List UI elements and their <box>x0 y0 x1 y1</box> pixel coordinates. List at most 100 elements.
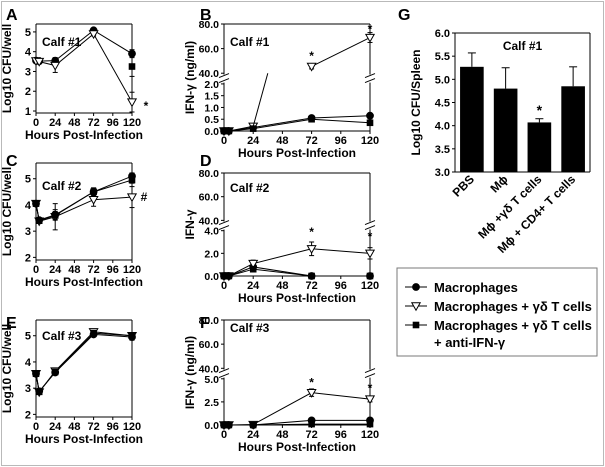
y-tick-label: 3 <box>25 383 31 395</box>
series-line-connector <box>252 73 269 127</box>
panel-d: 0 24 48 72 96 120 0.0 2.0 4.040.0 60.0 80.0 * * Calf … <box>183 153 379 305</box>
y-tick-label: 0.0 <box>204 271 219 283</box>
data-point <box>128 176 136 184</box>
y-axis-label: Log10 CFU/well <box>0 24 14 113</box>
data-point <box>51 368 59 376</box>
significance-mark: * <box>309 49 314 63</box>
axis-break-mask <box>365 221 375 230</box>
y-tick-label: 3.5 <box>435 144 450 156</box>
legend-box <box>396 267 598 357</box>
x-tick-label: 72 <box>87 421 99 433</box>
x-axis-label: Hours Post-Infection <box>25 128 143 142</box>
axis-break <box>218 368 230 374</box>
y-axis-label: IFN-γ (ng/ml) <box>183 41 197 114</box>
y-tick-label: 4.0 <box>204 226 219 238</box>
y-tick-label: 2.5 <box>204 397 219 409</box>
series-anti <box>220 265 374 280</box>
data-point <box>128 49 136 58</box>
panel-letter: G <box>398 7 410 24</box>
x-tick-label: 72 <box>87 264 99 276</box>
data-point <box>35 217 43 224</box>
y-tick-label: 4 <box>25 200 32 212</box>
series-line <box>224 248 371 277</box>
x-tick-label: 120 <box>123 421 141 433</box>
x-tick-label: 48 <box>276 280 288 292</box>
y-tick-label: 2.0 <box>204 79 219 91</box>
y-tick-label: 40.0 <box>199 215 220 227</box>
x-tick-label: 96 <box>335 280 347 292</box>
y-tick-label: 1.0 <box>204 102 219 114</box>
y-tick-label: 2 <box>25 252 31 264</box>
data-point <box>220 127 228 135</box>
y-tick-label: 4.5 <box>435 98 450 110</box>
axis-break-mask <box>219 221 229 230</box>
data-point <box>306 245 317 255</box>
axis-break <box>218 78 230 84</box>
y-tick-label: 5 <box>25 331 31 343</box>
data-point <box>32 200 40 207</box>
data-point <box>51 212 59 219</box>
significance-mark: # <box>141 190 148 204</box>
y-tick-label: 0.0 <box>204 420 219 432</box>
data-point <box>306 388 317 398</box>
data-point <box>220 421 228 429</box>
series-anti <box>220 420 374 429</box>
legend-label: Macrophages <box>434 280 518 295</box>
panel-letter: B <box>200 7 212 24</box>
x-tick-label: 120 <box>361 429 379 441</box>
category-label: Mϕ <box>487 172 510 195</box>
legend-label-line2: + anti-IFN-γ <box>434 335 506 350</box>
bar <box>561 86 585 172</box>
series-gd <box>30 186 138 231</box>
data-point <box>249 125 257 132</box>
data-point <box>366 119 374 127</box>
y-tick-label: 2 <box>25 86 31 98</box>
x-tick-label: 24 <box>49 117 62 129</box>
y-tick-label: 40.0 <box>199 68 220 80</box>
significance-mark: * <box>144 99 149 113</box>
significance-mark: * <box>309 375 314 389</box>
legend-marker <box>412 283 420 291</box>
axis-break <box>218 373 230 379</box>
bar <box>527 122 552 172</box>
data-point <box>366 111 374 120</box>
y-tick-label: 60.0 <box>199 339 220 351</box>
data-point <box>306 62 317 72</box>
panel-letter: E <box>6 315 17 332</box>
data-point <box>126 193 138 203</box>
x-tick-label: 48 <box>276 429 288 441</box>
significance-mark: * <box>368 381 373 395</box>
series-line <box>224 118 371 132</box>
x-axis-label: Hours Post-Infection <box>25 275 143 289</box>
x-tick-label: 72 <box>87 117 99 129</box>
calf-annotation: Calf #2 <box>230 181 270 195</box>
axis-break-mask <box>219 369 229 378</box>
y-tick-label: 5.5 <box>435 51 450 63</box>
data-point <box>88 196 99 205</box>
x-tick-label: 72 <box>305 280 317 292</box>
panel-e: 0 24 48 72 96 120 2 3 4 5 Calf #3 E Hours Post-Infec… <box>0 315 143 446</box>
x-tick-label: 0 <box>33 421 39 433</box>
calf-annotation: Calf #3 <box>230 321 270 335</box>
series-line <box>35 196 133 222</box>
series-anti <box>32 329 136 396</box>
y-tick-label: 40.0 <box>199 363 220 375</box>
x-tick-label: 24 <box>247 280 260 292</box>
y-tick-label: 80.0 <box>199 168 220 180</box>
data-point <box>128 332 136 340</box>
y-tick-label: 5.0 <box>435 74 450 86</box>
y-tick-label: 1 <box>25 106 31 118</box>
x-tick-label: 120 <box>123 264 141 276</box>
x-tick-label: 0 <box>221 429 227 441</box>
y-tick-label: 2.0 <box>204 248 219 260</box>
x-axis-label: Hours Post-Infection <box>238 440 356 454</box>
x-tick-label: 0 <box>33 117 39 129</box>
calf-annotation: Calf #1 <box>230 35 270 49</box>
y-tick-label: 6.0 <box>435 28 450 40</box>
series-anti <box>220 115 374 135</box>
y-tick-label: 5 <box>25 174 31 186</box>
axis-break <box>218 73 230 79</box>
y-tick-label: 60.0 <box>199 192 220 204</box>
data-point <box>225 127 233 135</box>
